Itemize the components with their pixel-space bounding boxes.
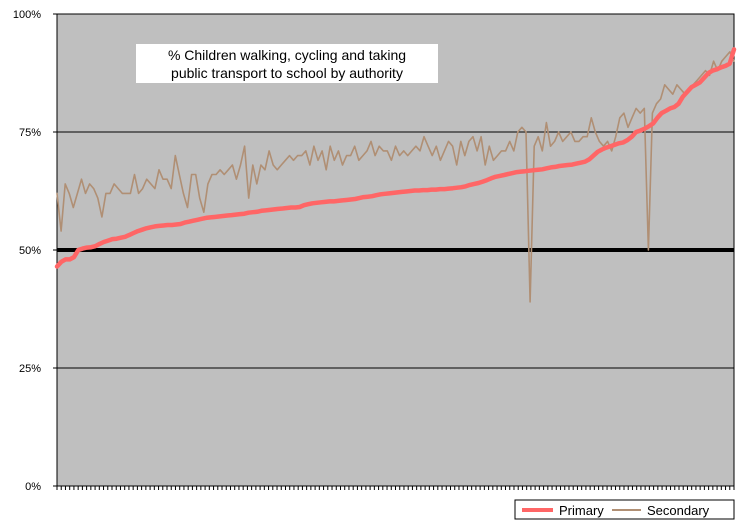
- y-tick-label: 50%: [19, 245, 41, 257]
- series-primary: [54, 47, 737, 269]
- title-background: [136, 44, 438, 83]
- series-line-secondary: [56, 50, 735, 303]
- y-tick-label: 25%: [19, 363, 41, 375]
- y-tick-label: 75%: [19, 127, 41, 139]
- chart-title: % Children walking, cycling and taking p…: [136, 44, 438, 83]
- title-line-1: % Children walking, cycling and taking: [168, 47, 406, 63]
- x-axis-ticks: [56, 486, 735, 490]
- legend-label-secondary: Secondary: [647, 503, 710, 518]
- title-line-2: public transport to school by authority: [171, 65, 403, 81]
- legend-label-primary: Primary: [559, 503, 604, 518]
- y-axis: 0% 25% 50% 75% 100%: [13, 9, 57, 493]
- series-line-primary: [54, 47, 737, 269]
- legend: Primary Secondary: [514, 499, 735, 520]
- gridlines: [57, 131, 734, 369]
- series-secondary: [56, 50, 735, 303]
- y-tick-label: 100%: [13, 9, 41, 21]
- y-tick-label: 0%: [25, 481, 41, 493]
